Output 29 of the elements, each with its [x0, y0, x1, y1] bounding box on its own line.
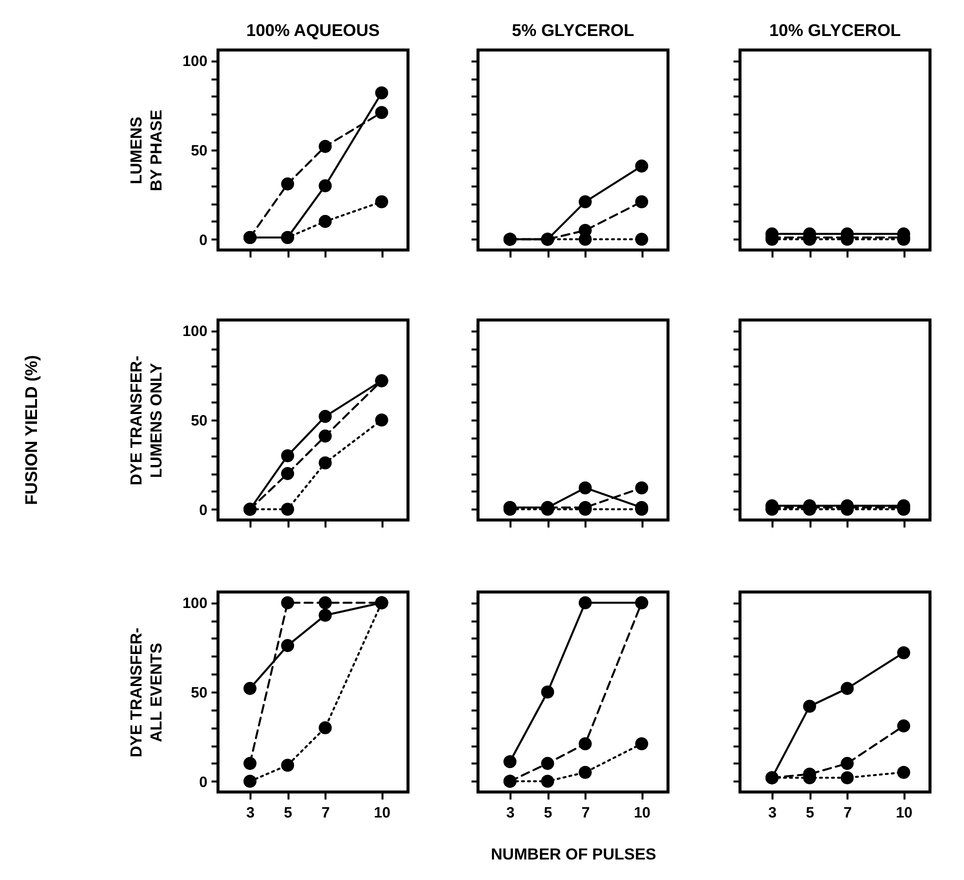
- x-tick-label: 7: [844, 804, 852, 822]
- y-tick-label: 0: [199, 774, 208, 791]
- x-tick-label: 7: [582, 804, 590, 822]
- x-tick-label: 5: [544, 804, 552, 822]
- chart-title: 10% GLYCEROL: [769, 21, 901, 40]
- x-tick-label: 7: [322, 804, 330, 822]
- chart-title: 100% AQUEOUS: [246, 21, 380, 40]
- y-tick-label: 50: [190, 684, 208, 702]
- y-tick-label: 0: [199, 232, 208, 249]
- x-tick-label: 3: [768, 804, 777, 822]
- y-axis-title: DYE TRANSFER- ALL EVENTS: [128, 628, 166, 758]
- y-tick-label: 100: [182, 53, 208, 70]
- x-tick-label: 10: [634, 804, 651, 822]
- y-axis-title: DYE TRANSFER- LUMENS ONLY: [128, 356, 166, 486]
- text: FUSION YIELD (%): [22, 355, 42, 505]
- x-axis-title: NUMBER OF PULSES: [490, 846, 656, 864]
- y-tick-label: 0: [199, 502, 208, 519]
- y-tick-label: 100: [182, 595, 208, 612]
- y-axis-title: LUMENS BY PHASE: [128, 109, 166, 192]
- x-tick-label: 5: [284, 804, 292, 822]
- y-tick-label: 50: [190, 142, 208, 160]
- x-tick-label: 10: [374, 804, 391, 822]
- x-tick-label: 5: [806, 804, 814, 822]
- x-tick-label: 3: [506, 804, 515, 822]
- x-tick-label: 3: [246, 804, 255, 822]
- y-tick-label: 50: [190, 412, 208, 430]
- chart-title: 5% GLYCEROL: [512, 21, 634, 40]
- x-tick-label: 10: [896, 804, 913, 822]
- y-tick-label: 100: [182, 323, 208, 340]
